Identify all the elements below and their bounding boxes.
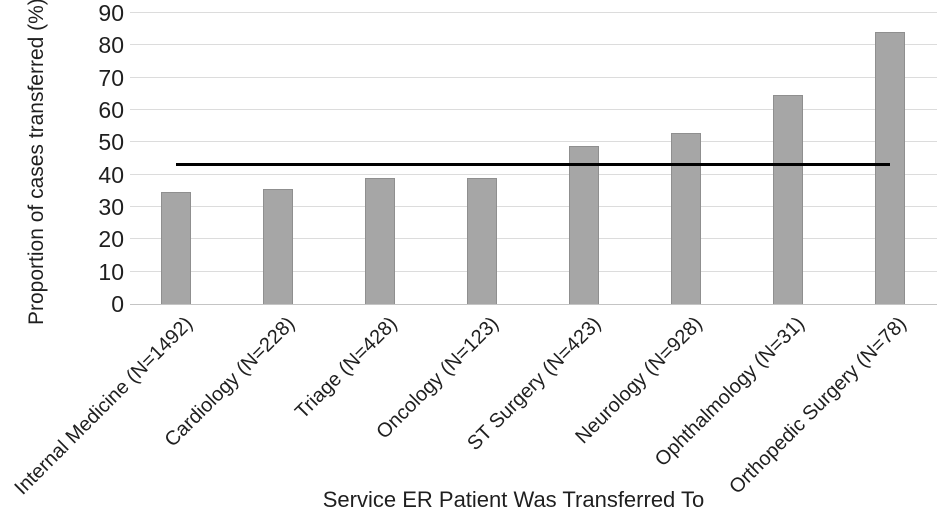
y-tick-label: 50 xyxy=(98,129,124,156)
y-tick-label: 10 xyxy=(98,258,124,285)
gridline xyxy=(130,109,937,110)
y-tick-label: 0 xyxy=(111,291,124,317)
bar xyxy=(365,178,395,304)
bar xyxy=(773,95,803,304)
bar xyxy=(671,133,701,304)
gridline xyxy=(130,76,937,78)
y-tick-label: 90 xyxy=(98,0,124,26)
gridline xyxy=(130,238,937,240)
y-tick-label: 40 xyxy=(98,161,124,188)
x-category-label: Internal Medicine (N=1492) xyxy=(10,312,198,500)
x-category-label: Orthopedic Surgery (N=78) xyxy=(725,312,912,499)
reference-line xyxy=(176,163,890,166)
x-category-label: Triage (N=428) xyxy=(290,312,402,424)
y-tick-label: 30 xyxy=(98,194,124,220)
plot-area xyxy=(130,12,937,305)
gridline xyxy=(130,12,937,13)
bar xyxy=(467,178,497,304)
bar xyxy=(161,192,191,304)
gridline xyxy=(130,270,937,272)
y-tick-label: 60 xyxy=(98,97,124,123)
y-tick-label: 80 xyxy=(98,32,124,59)
bar xyxy=(875,32,905,304)
x-axis-title: Service ER Patient Was Transferred To xyxy=(322,487,705,512)
y-tick-label: 20 xyxy=(98,226,124,253)
bar xyxy=(569,146,599,304)
gridline xyxy=(130,173,937,175)
x-axis-baseline xyxy=(130,304,937,305)
gridline xyxy=(130,141,937,143)
y-tick-label: 70 xyxy=(98,64,124,91)
gridline xyxy=(130,44,937,46)
gridline xyxy=(130,206,937,207)
bar xyxy=(263,189,293,304)
